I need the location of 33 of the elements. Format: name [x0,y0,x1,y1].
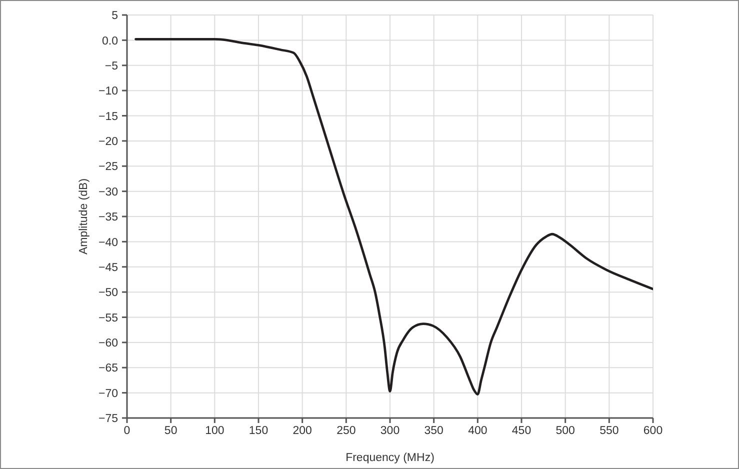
x-tick-label: 550 [600,425,619,438]
x-tick-label: 50 [164,425,178,438]
x-tick-label: 100 [205,425,224,438]
y-tick-label: −5 [104,60,118,72]
y-tick-label: −20 [98,136,118,148]
y-tick-label: −55 [98,312,118,324]
y-tick-label: −15 [98,110,118,123]
y-tick-label: −30 [98,186,118,198]
y-tick-label: −35 [98,212,118,224]
y-tick-label: −50 [98,287,118,300]
y-tick-label: 0.0 [102,35,118,48]
x-axis-title: Frequency (MHz) [346,452,435,464]
y-tick-label: −40 [98,236,118,249]
x-tick-label: 450 [512,425,532,438]
y-tick-label: −45 [98,262,118,274]
x-tick-label: 150 [248,425,268,438]
y-tick-label: −60 [98,338,118,350]
y-tick-label: −75 [98,413,118,426]
x-tick-label: 400 [468,425,488,438]
x-tick-label: 300 [380,425,400,438]
x-tick-label: 0 [124,425,130,438]
y-axis-title: Amplitude (dB) [78,178,90,255]
y-tick-label: −25 [98,161,118,174]
x-tick-label: 250 [336,425,356,438]
x-tick-label: 500 [556,425,575,438]
line-series [134,38,653,396]
x-tick-label: 350 [424,425,444,438]
y-tick-label: −65 [98,362,118,375]
y-tick-label: −10 [98,86,118,98]
y-tick-label: −70 [98,388,118,400]
x-tick-label: 600 [643,425,663,438]
y-tick-label: 5 [112,10,118,22]
x-tick-label: 200 [292,425,312,438]
